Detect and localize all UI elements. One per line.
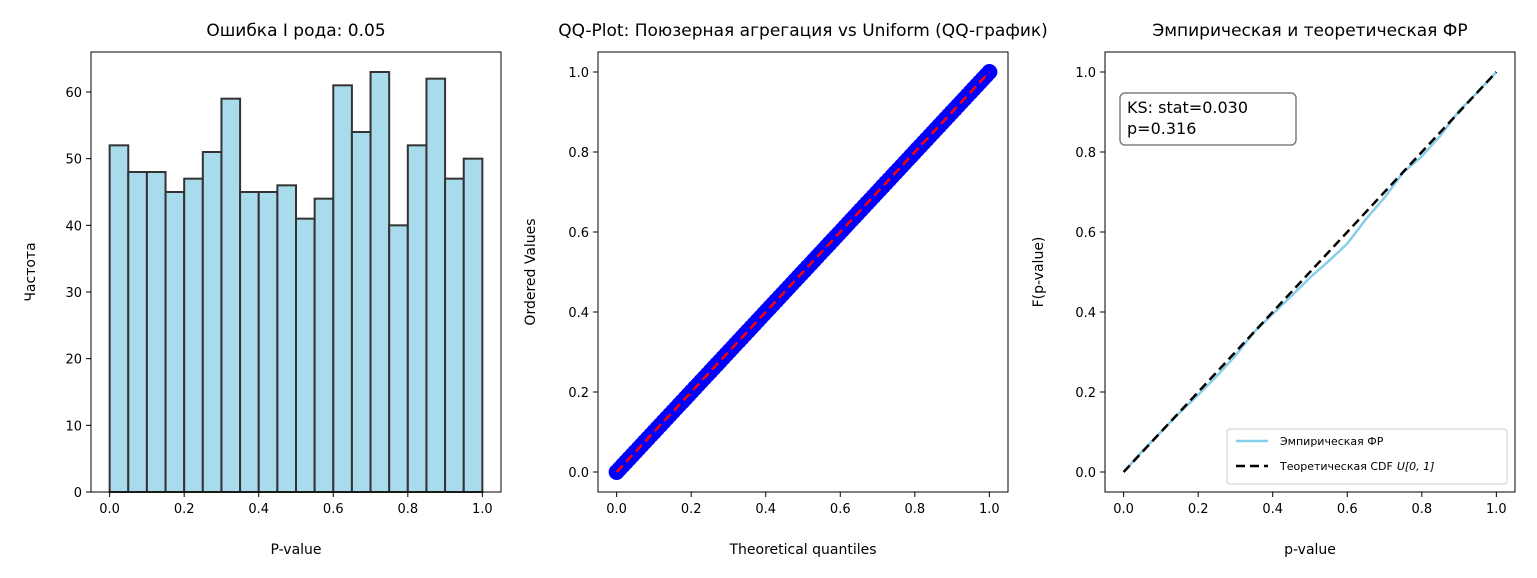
ecdf-y-tick-label: 0.4: [1075, 306, 1096, 321]
ecdf-y-label: F(p-value): [1031, 237, 1047, 308]
histogram-y-tick-label: 30: [65, 286, 82, 301]
histogram-x-tick-label: 0.6: [323, 502, 344, 517]
histogram-bar: [462, 157, 484, 494]
qq-y-tick-label: 0.4: [568, 306, 589, 321]
qq-x-tick-label: 0.0: [606, 502, 627, 517]
qq-plot-panel: QQ-Plot: Поюзерная агрегация vs Uniform …: [523, 21, 1048, 558]
histogram-x-ticks: 0.0 0.2 0.4 0.6 0.8 1.0: [99, 492, 493, 517]
ecdf-panel: Эмпирическая и теоретическая ФР 0.0 0.2 0.…: [1031, 21, 1516, 558]
ecdf-x-tick-label: 1.0: [1486, 502, 1507, 517]
qq-x-tick-label: 0.4: [755, 502, 776, 517]
qq-y-tick-label: 1.0: [568, 66, 589, 81]
ecdf-y-tick-label: 0.0: [1075, 466, 1096, 481]
histogram-panel: Ошибка I рода: 0.05 0.0 0.2 0.4 0.6 0.8 1.0 0…: [23, 21, 502, 558]
qq-plot-title: QQ-Plot: Поюзерная агрегация vs Uniform …: [558, 21, 1048, 41]
histogram-bar: [388, 224, 409, 493]
histogram-x-tick-label: 0.8: [397, 502, 418, 517]
ecdf-title: Эмпирическая и теоретическая ФР: [1152, 21, 1467, 41]
ecdf-y-tick-label: 0.2: [1075, 386, 1096, 401]
histogram-bar: [127, 171, 148, 493]
histogram-bar: [257, 191, 279, 493]
histogram-frame: [90, 51, 502, 493]
histogram-bar: [332, 84, 353, 493]
ecdf-x-label: p-value: [1284, 542, 1336, 558]
ks-stat-text: KS: stat=0.030: [1127, 98, 1248, 117]
qq-y-ticks: 0.0 0.2 0.4 0.6 0.8 1.0: [568, 66, 598, 481]
histogram-y-label: Частота: [23, 242, 39, 301]
ecdf-frame: [1104, 51, 1516, 493]
qq-frame: [597, 51, 1009, 493]
histogram-bar: [108, 144, 130, 493]
qq-x-label: Theoretical quantiles: [728, 542, 876, 558]
ecdf-legend: Эмпирическая ФР Теоретическая CDF U[0, 1]: [1226, 428, 1508, 485]
histogram-bar: [220, 97, 242, 494]
histogram-bar: [183, 177, 204, 494]
histogram-bar: [201, 151, 223, 493]
histogram-y-tick-label: 10: [65, 419, 82, 434]
qq-y-tick-label: 0.0: [568, 466, 589, 481]
histogram-y-tick-label: 40: [65, 219, 82, 234]
histogram-bar: [276, 184, 298, 493]
histogram-bar: [164, 191, 186, 493]
histogram-bar: [406, 144, 428, 493]
histogram-y-ticks: 0 10 20 30 40 50 60: [65, 86, 91, 501]
qq-x-tick-label: 0.8: [904, 502, 925, 517]
legend-theoretical-label: Теоретическая CDF U[0, 1]: [1279, 460, 1434, 473]
qq-y-tick-label: 0.6: [568, 226, 589, 241]
qq-x-tick-label: 0.6: [830, 502, 851, 517]
ecdf-x-tick-label: 0.8: [1411, 502, 1432, 517]
theoretical-cdf-line: [1122, 71, 1498, 473]
histogram-x-label: P-value: [270, 542, 321, 558]
histogram-bar: [295, 217, 316, 494]
histogram-bar: [425, 77, 447, 494]
ks-p-text: p=0.316: [1127, 119, 1196, 138]
histogram-bar: [145, 171, 167, 493]
histogram-x-tick-label: 0.0: [99, 502, 120, 517]
qq-x-tick-label: 0.2: [681, 502, 702, 517]
histogram-y-tick-label: 20: [65, 353, 82, 368]
qq-y-tick-label: 0.2: [568, 386, 589, 401]
legend-empirical-label: Эмпирическая ФР: [1280, 435, 1384, 448]
ecdf-y-tick-label: 1.0: [1075, 66, 1096, 81]
histogram-title: Ошибка I рода: 0.05: [206, 21, 385, 41]
ecdf-x-tick-label: 0.4: [1262, 502, 1283, 517]
histogram-bar: [444, 177, 465, 494]
ks-annotation: KS: stat=0.030 p=0.316: [1119, 92, 1297, 146]
histogram-bars: [108, 71, 484, 494]
legend-theoretical-math: U[0, 1]: [1397, 460, 1435, 473]
ecdf-y-tick-label: 0.6: [1075, 226, 1096, 241]
histogram-bar: [239, 191, 260, 493]
histogram-x-tick-label: 1.0: [472, 502, 493, 517]
ecdf-x-tick-label: 0.0: [1113, 502, 1134, 517]
qq-reference-line: [615, 71, 991, 473]
histogram-bar: [313, 197, 335, 494]
legend-box: [1226, 428, 1508, 485]
ks-annotation-box: [1119, 92, 1297, 146]
histogram-x-tick-label: 0.4: [248, 502, 269, 517]
ecdf-x-ticks: 0.0 0.2 0.4 0.6 0.8 1.0: [1113, 492, 1507, 517]
histogram-bar: [369, 71, 391, 493]
ecdf-x-tick-label: 0.6: [1337, 502, 1358, 517]
histogram-x-tick-label: 0.2: [174, 502, 195, 517]
histogram-y-tick-label: 50: [65, 153, 82, 168]
histogram-y-tick-label: 60: [65, 86, 82, 101]
qq-y-tick-label: 0.8: [568, 146, 589, 161]
qq-x-tick-label: 1.0: [979, 502, 1000, 517]
legend-theoretical-name: Теоретическая CDF: [1279, 460, 1393, 473]
ecdf-x-tick-label: 0.2: [1188, 502, 1209, 517]
ecdf-y-ticks: 0.0 0.2 0.4 0.6 0.8 1.0: [1075, 66, 1105, 481]
qq-x-ticks: 0.0 0.2 0.4 0.6 0.8 1.0: [606, 492, 1000, 517]
histogram-bar: [350, 131, 372, 493]
qq-y-label: Ordered Values: [523, 218, 539, 325]
histogram-y-tick-label: 0: [74, 486, 82, 501]
ecdf-y-tick-label: 0.8: [1075, 146, 1096, 161]
